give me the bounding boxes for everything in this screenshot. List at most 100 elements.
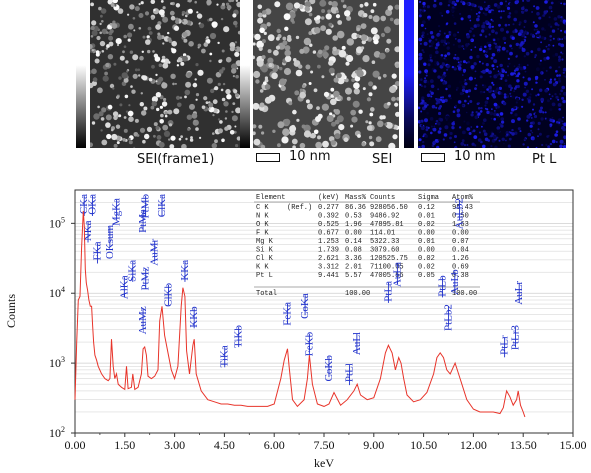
- texture-dot: [547, 47, 550, 51]
- texture-dot: [158, 141, 165, 148]
- texture-dot: [521, 6, 525, 11]
- texture-dot: [108, 41, 114, 47]
- texture-dot: [292, 109, 297, 115]
- texture-dot: [461, 84, 463, 87]
- texture-dot: [115, 38, 122, 45]
- texture-dot: [463, 144, 467, 147]
- texture-dot: [234, 125, 237, 128]
- texture-dot: [495, 87, 500, 91]
- texture-dot: [111, 128, 114, 132]
- texture-dot: [548, 93, 551, 96]
- texture-dot: [443, 41, 446, 44]
- texture-dot: [258, 46, 263, 52]
- texture-dot: [366, 125, 373, 131]
- texture-dot: [558, 66, 561, 69]
- texture-dot: [279, 66, 283, 71]
- texture-dot: [418, 70, 422, 74]
- table-cell: 1.26: [452, 255, 469, 263]
- texture-dot: [458, 63, 462, 67]
- table-total-mass: 100.00: [345, 290, 370, 298]
- texture-dot: [175, 95, 181, 100]
- texture-dot: [545, 69, 548, 72]
- texture-dot: [315, 116, 321, 122]
- texture-dot: [481, 125, 483, 128]
- texture-dot: [112, 111, 119, 117]
- texture-dot: [456, 86, 459, 90]
- texture-dot: [346, 54, 354, 63]
- texture-dot: [458, 80, 463, 84]
- texture-dot: [127, 32, 133, 38]
- texture-dot: [98, 6, 102, 11]
- texture-dot: [91, 68, 97, 75]
- texture-dot: [346, 38, 354, 46]
- peak-label-cokb: CoKb: [323, 355, 335, 382]
- texture-dot: [481, 69, 486, 74]
- texture-dot: [511, 132, 515, 136]
- texture-dot: [483, 91, 486, 94]
- texture-dot: [448, 30, 451, 34]
- texture-dot: [150, 0, 156, 4]
- texture-dot: [515, 67, 519, 72]
- table-cell: Cl K: [256, 255, 274, 263]
- texture-dot: [303, 130, 312, 138]
- y-tick-label: 105: [49, 215, 65, 230]
- texture-dot: [479, 110, 483, 113]
- texture-dot: [368, 92, 373, 97]
- texture-dot: [544, 0, 548, 4]
- texture-dot: [524, 8, 528, 12]
- texture-dot: [429, 54, 433, 58]
- texture-dot: [525, 89, 530, 94]
- texture-dot: [441, 62, 446, 67]
- texture-dot: [468, 29, 472, 33]
- texture-dot: [467, 89, 472, 93]
- texture-dot: [205, 101, 209, 104]
- texture-dot: [325, 28, 332, 35]
- texture-dot: [262, 13, 267, 18]
- texture-dot: [502, 101, 507, 106]
- texture-dot: [477, 5, 481, 8]
- texture-dot: [128, 23, 134, 30]
- texture-dot: [231, 110, 234, 114]
- texture-dot: [143, 106, 148, 111]
- texture-dot: [197, 69, 204, 76]
- texture-dot: [425, 128, 429, 132]
- texture-dot: [556, 120, 559, 124]
- texture-dot: [113, 143, 118, 148]
- texture-dot: [430, 125, 433, 128]
- texture-dot: [305, 64, 311, 70]
- texture-dot: [523, 42, 525, 44]
- texture-dot: [523, 81, 528, 86]
- texture-dot: [563, 122, 566, 127]
- table-cell: 0.38: [452, 272, 469, 280]
- texture-dot: [541, 143, 544, 147]
- texture-dot: [184, 89, 191, 96]
- texture-dot: [523, 26, 526, 28]
- texture-dot: [554, 93, 557, 96]
- texture-dot: [500, 117, 505, 121]
- texture-dot: [421, 20, 426, 24]
- texture-dot: [127, 137, 131, 141]
- texture-dot: [181, 143, 187, 148]
- texture-dot: [466, 144, 469, 146]
- texture-dot: [432, 127, 437, 132]
- texture-dot: [549, 25, 553, 28]
- texture-dot: [482, 144, 486, 148]
- texture-dot: [90, 142, 93, 148]
- texture-dot: [560, 19, 563, 22]
- texture-dot: [522, 76, 525, 79]
- texture-dot: [356, 27, 360, 32]
- texture-dot: [441, 14, 444, 17]
- peak-label-kkb: KKb: [188, 306, 200, 328]
- texture-dot: [479, 6, 482, 9]
- texture-dot: [257, 17, 264, 24]
- texture-dot: [134, 118, 139, 123]
- texture-dot: [507, 65, 509, 68]
- texture-dot: [536, 11, 540, 16]
- texture-dot: [167, 31, 170, 35]
- texture-dot: [492, 67, 495, 70]
- texture-dot: [153, 134, 156, 138]
- texture-dot: [563, 2, 566, 6]
- texture-dot: [492, 20, 494, 22]
- texture-dot: [427, 18, 431, 21]
- texture-dot: [500, 10, 503, 13]
